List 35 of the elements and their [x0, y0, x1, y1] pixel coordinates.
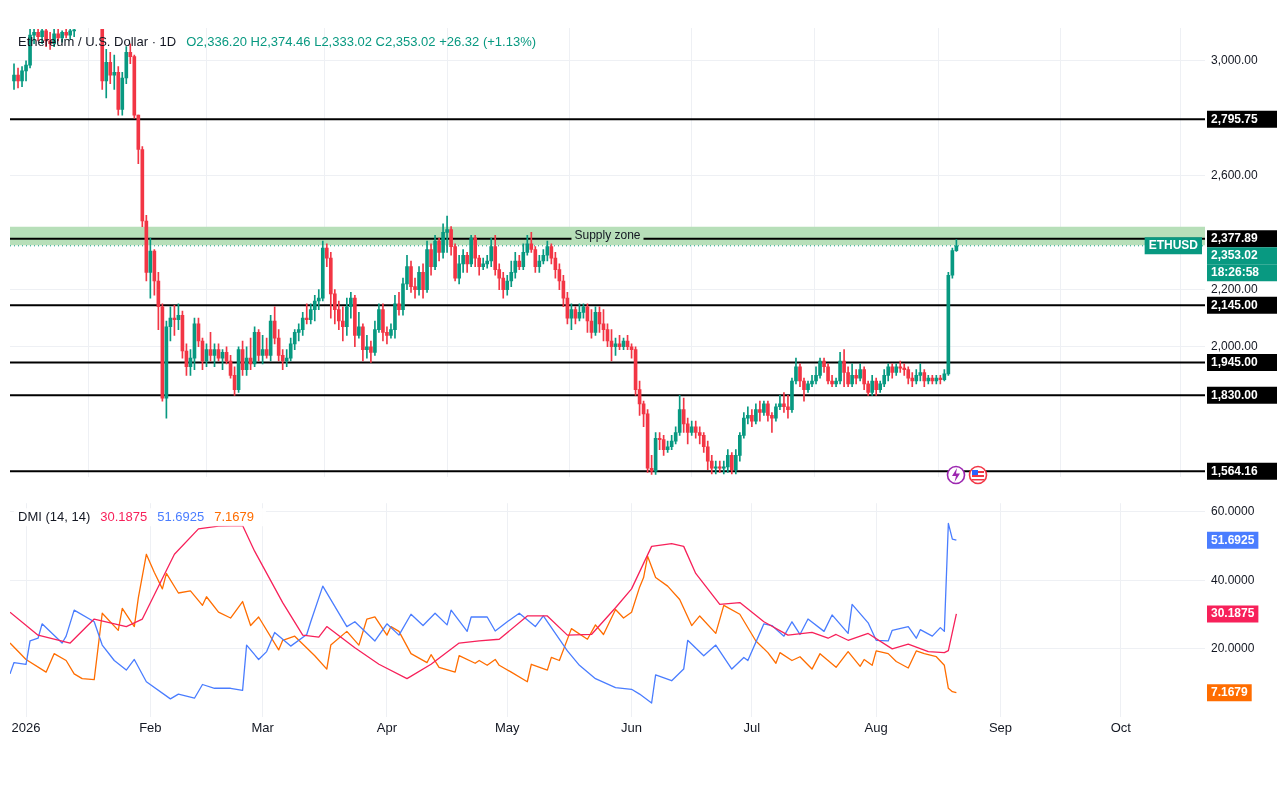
y-tick-label: 2,000.00	[1211, 339, 1259, 354]
y-tick-label: 2,600.00	[1211, 167, 1259, 182]
x-tick-label: Jul	[743, 719, 761, 735]
text: DMI (14, 14)	[18, 508, 91, 524]
annotation: ETHUSD	[1148, 238, 1199, 253]
text: 7.1679	[1211, 685, 1248, 700]
ref-line-label: 1,830.00	[1211, 387, 1259, 402]
x-tick-label: Feb	[139, 719, 162, 735]
y-tick-label: 20.0000	[1211, 641, 1255, 656]
ref-line-label: 1,945.00	[1211, 354, 1259, 369]
annotation: 51.6925	[157, 508, 205, 524]
text: 18:26:58	[1211, 265, 1260, 280]
annotation: 30.1875	[100, 508, 148, 524]
x-tick-label: Oct	[1110, 719, 1132, 735]
x-tick-label: Apr	[376, 719, 398, 735]
annotation: 7.1679	[214, 508, 254, 524]
ref-line-label: 2,145.00	[1211, 297, 1259, 312]
y-tick-label: 40.0000	[1211, 572, 1255, 587]
ref-line-label: 2,377.89	[1211, 231, 1259, 246]
x-tick-label: Jun	[621, 719, 643, 735]
y-tick-label: 60.0000	[1211, 504, 1255, 519]
ref-line-label: 2,353.02	[1211, 248, 1259, 263]
x-tick-label: May	[494, 719, 521, 735]
x-tick-label: Sep	[988, 719, 1013, 735]
text: 30.1875	[1211, 606, 1255, 621]
y-tick-label: 3,000.00	[1211, 53, 1259, 68]
text: 51.6925	[1211, 532, 1255, 547]
x-tick-label: Aug	[864, 719, 888, 735]
y-tick-label: 2,200.00	[1211, 281, 1259, 296]
ref-line-label: 1,564.16	[1211, 463, 1259, 478]
text: O2,336.20 H2,374.46 L2,333.02 C2,353.02 +26.32 (+1.13%)	[186, 33, 537, 49]
x-tick-label: Mar	[251, 719, 275, 735]
ref-line-label: 2,795.75	[1211, 111, 1259, 126]
x-tick-label: 2026	[11, 719, 41, 735]
band-label: Supply zone	[574, 227, 641, 242]
